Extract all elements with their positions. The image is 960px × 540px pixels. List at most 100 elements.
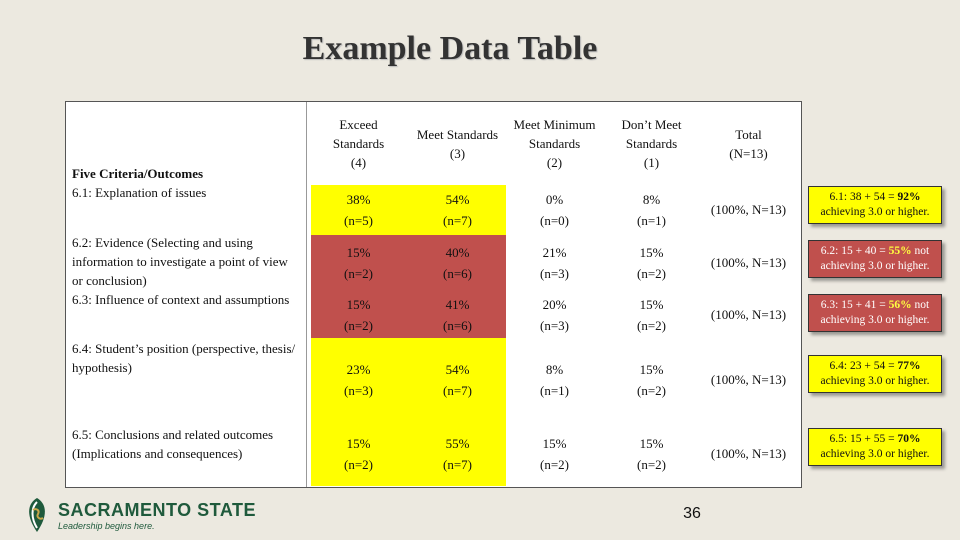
callout-note-6-5: 6.5: 15 + 55 = 70% achieving 3.0 or highe… bbox=[808, 428, 942, 466]
criteria-cell-6-2-6-3: 6.2: Evidence (Selecting and using infor… bbox=[66, 233, 304, 309]
cell-pct: 15% bbox=[346, 436, 371, 451]
cell-count: (n=0) bbox=[540, 213, 569, 228]
highlight-block bbox=[311, 338, 506, 422]
note-pct: 70% bbox=[897, 433, 921, 445]
logo-name: SACRAMENTO STATE bbox=[58, 500, 257, 520]
table-cell: 21% (n=3) bbox=[507, 235, 602, 291]
cell-count: (n=3) bbox=[540, 317, 569, 333]
callout-note-6-4: 6.4: 23 + 54 = 77% achieving 3.0 or highe… bbox=[808, 355, 942, 393]
cell-count: (n=7) bbox=[443, 383, 472, 398]
cell-count: (n=2) bbox=[637, 266, 666, 281]
table-cell: 8% (n=1) bbox=[507, 338, 602, 422]
table-cell: 15% (n=2) bbox=[507, 422, 602, 486]
cell-pct: 21% bbox=[542, 245, 567, 260]
table-cell: 38% (n=5) bbox=[311, 185, 406, 235]
cell-pct: 41% bbox=[445, 296, 470, 312]
col-header-meet-minimum: Meet Minimum Standards (2) bbox=[507, 102, 602, 185]
total-cell: (100%, N=13) bbox=[710, 446, 787, 461]
cell-count: (n=1) bbox=[540, 383, 569, 398]
highlight-block bbox=[311, 235, 506, 291]
col-header-count: (4) bbox=[350, 155, 367, 170]
table-cell: 15% (n=2) bbox=[604, 422, 699, 486]
cell-pct: 15% bbox=[639, 245, 664, 260]
criterion-label: 6.3: Influence of context and assumption… bbox=[72, 292, 290, 307]
table-cell: 20% (n=3) bbox=[507, 291, 602, 338]
table-cell: 15% (n=2) bbox=[311, 235, 406, 291]
cell-pct: 23% bbox=[346, 362, 371, 377]
cell-count: (n=2) bbox=[344, 457, 373, 472]
col-header-count: (1) bbox=[643, 155, 660, 170]
table-cell: 55% (n=7) bbox=[411, 422, 504, 486]
total-cell: (100%, N=13) bbox=[710, 255, 787, 270]
highlight-block bbox=[311, 291, 506, 338]
table-cell: 15% (n=2) bbox=[604, 235, 699, 291]
cell-pct: 20% bbox=[542, 296, 567, 312]
table-cell: 15% (n=2) bbox=[311, 422, 406, 486]
cell-pct: 0% bbox=[545, 192, 564, 207]
cell-pct: 38% bbox=[346, 192, 371, 207]
note-prefix: 6.5: 15 + 55 = bbox=[829, 433, 898, 445]
col-header-exceed: Exceed Standards (4) bbox=[311, 102, 406, 185]
slide-title: Example Data Table bbox=[302, 30, 598, 67]
cell-pct: 15% bbox=[639, 362, 664, 377]
total-cell: (100%, N=13) bbox=[710, 202, 787, 217]
cell-pct: 55% bbox=[445, 436, 470, 451]
note-suffix: not achieving 3.0 or higher. bbox=[820, 299, 930, 326]
cell-pct: 40% bbox=[445, 245, 470, 260]
note-prefix: 6.2: 15 + 40 = bbox=[820, 245, 889, 257]
cell-count: (n=6) bbox=[443, 317, 472, 333]
cell-count: (n=5) bbox=[344, 213, 373, 228]
table-cell: 41% (n=6) bbox=[411, 291, 504, 338]
note-suffix: achieving 3.0 or higher. bbox=[820, 448, 930, 460]
note-pct: 92% bbox=[897, 191, 921, 203]
cell-pct: 54% bbox=[445, 362, 470, 377]
note-prefix: 6.1: 38 + 54 = bbox=[829, 191, 898, 203]
callout-note-6-2: 6.2: 15 + 40 = 55% not achieving 3.0 or … bbox=[808, 240, 942, 278]
callout-note-6-1: 6.1: 38 + 54 = 92% achieving 3.0 or highe… bbox=[808, 186, 942, 224]
cell-pct: 8% bbox=[545, 362, 564, 377]
table-cell: 8% (n=1) bbox=[604, 185, 699, 235]
table-cell: 23% (n=3) bbox=[311, 338, 406, 422]
note-prefix: 6.4: 23 + 54 = bbox=[829, 360, 898, 372]
cell-count: (n=1) bbox=[637, 213, 666, 228]
cell-count: (n=7) bbox=[443, 213, 472, 228]
cell-pct: 15% bbox=[542, 436, 567, 451]
total-cell: (100%, N=13) bbox=[710, 306, 787, 322]
criteria-header-cell: Five Criteria/Outcomes 6.1: Explanation … bbox=[66, 164, 304, 202]
criteria-cell-6-5: 6.5: Conclusions and related outcomes (I… bbox=[66, 425, 304, 463]
criterion-label: 6.1: Explanation of issues bbox=[72, 185, 207, 200]
callout-note-6-3: 6.3: 15 + 41 = 56% not achieving 3.0 or … bbox=[808, 294, 942, 332]
cell-count: (n=2) bbox=[637, 457, 666, 472]
note-suffix: achieving 3.0 or higher. bbox=[820, 375, 930, 387]
cell-count: (n=2) bbox=[637, 317, 666, 333]
highlight-block bbox=[311, 185, 506, 235]
note-suffix: achieving 3.0 or higher. bbox=[820, 206, 930, 218]
criterion-label: 6.2: Evidence (Selecting and using infor… bbox=[72, 235, 288, 288]
data-table: Exceed Standards (4) Meet Standards (3) Me… bbox=[65, 101, 802, 488]
highlight-block bbox=[311, 422, 506, 486]
col-header-label: Meet Standards bbox=[416, 126, 499, 142]
sacramento-state-logo: SACRAMENTO STATE Leadership begins here. bbox=[22, 496, 262, 536]
cell-count: (n=2) bbox=[637, 383, 666, 398]
col-header-dont-meet: Don’t Meet Standards (1) bbox=[604, 102, 699, 185]
table-cell: 54% (n=7) bbox=[411, 338, 504, 422]
table-cell: 0% (n=0) bbox=[507, 185, 602, 235]
cell-pct: 54% bbox=[445, 192, 470, 207]
criteria-header: Five Criteria/Outcomes bbox=[72, 166, 204, 181]
criteria-cell-6-4: 6.4: Student’s position (perspective, th… bbox=[66, 339, 304, 377]
note-pct: 55% bbox=[888, 245, 912, 257]
total-cell: (100%, N=13) bbox=[710, 372, 787, 387]
table-cell: 15% (n=2) bbox=[604, 291, 699, 338]
cell-pct: 15% bbox=[639, 296, 664, 312]
criterion-label: 6.4: Student’s position (perspective, th… bbox=[72, 341, 296, 375]
col-header-label: Meet Minimum Standards bbox=[513, 117, 596, 151]
logo-tagline: Leadership begins here. bbox=[58, 521, 155, 531]
note-suffix: not achieving 3.0 or higher. bbox=[820, 245, 930, 272]
slide-number: 36 bbox=[683, 505, 701, 522]
cell-count: (n=6) bbox=[443, 266, 472, 281]
table-cell: 40% (n=6) bbox=[411, 235, 504, 291]
cell-count: (n=2) bbox=[344, 266, 373, 281]
col-header-total: Total (N=13) bbox=[701, 102, 796, 185]
col-header-label: Don’t Meet Standards bbox=[621, 117, 682, 151]
cell-count: (n=3) bbox=[344, 383, 373, 398]
